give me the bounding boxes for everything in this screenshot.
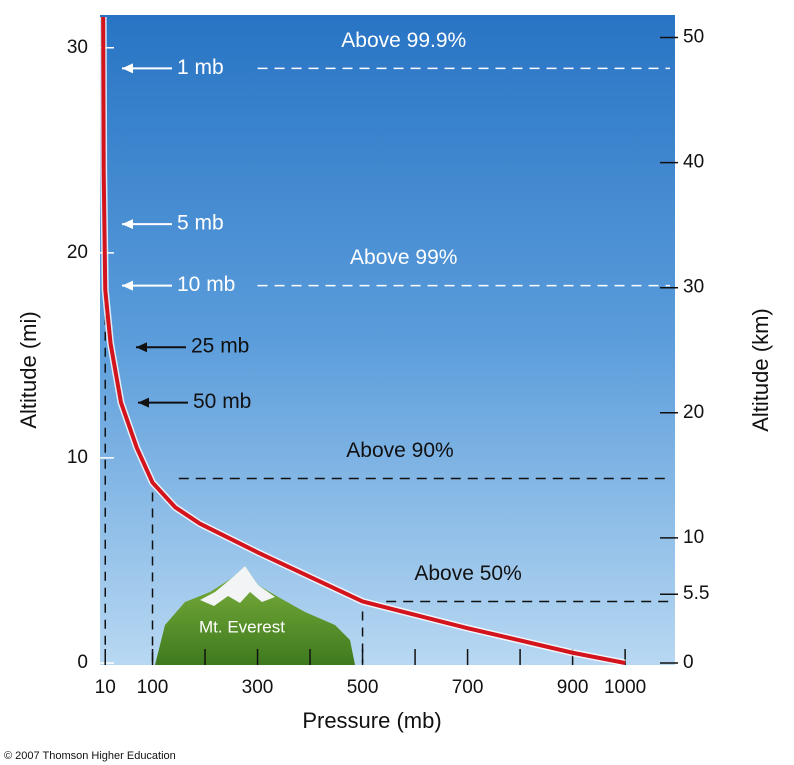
y2-tick-label: 30 (683, 277, 704, 298)
arrow-head (136, 342, 147, 353)
pressure-label: 50 mb (193, 390, 251, 413)
y-tick-label: 30 (67, 37, 88, 58)
level-label: Above 90% (346, 439, 453, 462)
curve (101, 17, 626, 665)
x-tick-label: 900 (557, 677, 589, 698)
pressure-label: 5 mb (177, 212, 224, 235)
level-label: Above 99% (350, 246, 457, 269)
y2-tick-label: 40 (683, 152, 704, 173)
credit: © 2007 Thomson Higher Education (4, 750, 176, 762)
x-axis-label: Pressure (mb) (302, 708, 441, 733)
x-tick-label: 700 (452, 677, 484, 698)
arrow-head (122, 63, 133, 74)
y-tick-label: 0 (77, 652, 88, 673)
y2-tick-label: 20 (683, 402, 704, 423)
y2-tick-label: 0 (683, 652, 694, 673)
mountain-label: Mt. Everest (199, 617, 285, 636)
x-tick-label: 300 (242, 677, 274, 698)
y2-tick-label: 10 (683, 527, 704, 548)
y2-axis-label: Altitude (km) (748, 308, 773, 431)
x-tick-label: 100 (137, 677, 169, 698)
level-label: Above 50% (414, 562, 521, 585)
pressure-label: 25 mb (191, 335, 249, 358)
x-tick-label: 500 (347, 677, 379, 698)
pressure-label: 10 mb (177, 273, 235, 296)
arrow-head (138, 397, 149, 408)
x-tick-label: 1000 (604, 677, 646, 698)
y2-tick-label: 5.5 (683, 583, 709, 604)
plot-area (100, 15, 675, 665)
arrow-head (122, 219, 133, 230)
x-tick-label: 10 (95, 677, 116, 698)
y-tick-label: 10 (67, 447, 88, 468)
y-axis-label: Altitude (mi) (16, 311, 41, 428)
y2-tick-label: 50 (683, 27, 704, 48)
pressure-label: 1 mb (177, 56, 224, 79)
mountain: Mt. Everest (155, 566, 355, 665)
level-label: Above 99.9% (341, 29, 466, 52)
arrow-head (122, 280, 133, 291)
y-tick-label: 20 (67, 242, 88, 263)
